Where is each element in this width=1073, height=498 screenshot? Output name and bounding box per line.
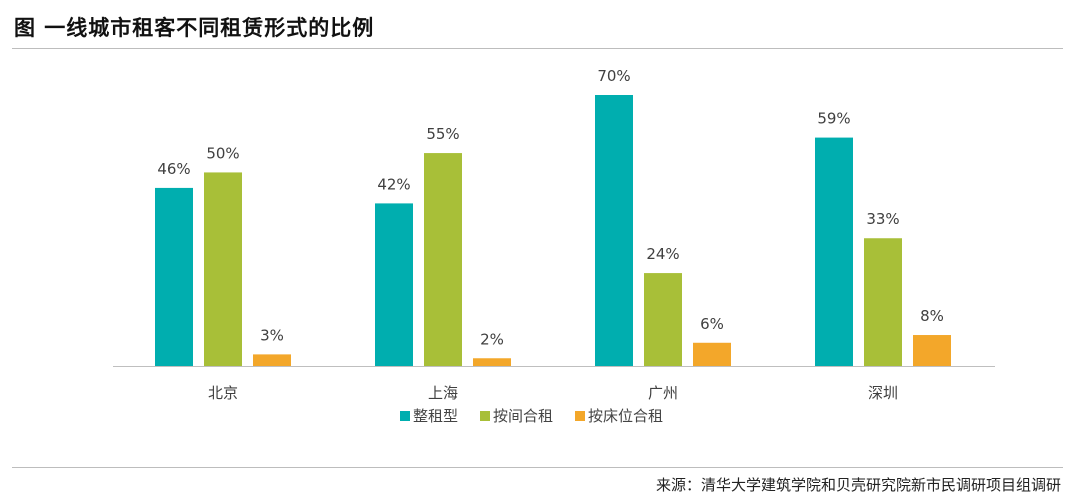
- data-label: 6%: [700, 315, 724, 333]
- legend-item: 按床位合租: [575, 405, 663, 426]
- data-label: 2%: [480, 330, 504, 348]
- bottom-divider: [12, 467, 1063, 468]
- legend-label: 整租型: [413, 407, 459, 425]
- bar: [155, 187, 193, 366]
- bar: [375, 203, 413, 366]
- source-note: 来源：清华大学建筑学院和贝壳研究院新市民调研项目组调研: [655, 476, 1061, 494]
- bar: [424, 153, 462, 366]
- data-label: 8%: [920, 307, 944, 325]
- legend-swatch: [575, 410, 586, 421]
- x-tick-label: 北京: [208, 384, 238, 400]
- chart-title: 图 一线城市租客不同租赁形式的比例: [14, 15, 375, 40]
- legend-item: 整租型: [400, 405, 458, 426]
- bar: [644, 273, 682, 366]
- bar: [473, 358, 511, 366]
- data-label: 55%: [426, 125, 459, 143]
- data-label: 46%: [157, 160, 190, 178]
- x-tick-label: 广州: [648, 384, 678, 400]
- bar: [864, 238, 902, 366]
- top-divider: [12, 48, 1063, 49]
- bar: [913, 335, 951, 366]
- data-label: 70%: [597, 67, 630, 85]
- data-label: 3%: [260, 326, 284, 344]
- legend-swatch: [480, 410, 491, 421]
- data-label: 50%: [206, 144, 239, 162]
- bar-chart: 46% 50% 3% 北京 42% 55% 2% 上海 70% 24% 6% 广州 59% 33% 8% 深圳: [113, 67, 995, 400]
- legend-swatch: [400, 410, 410, 421]
- bar: [204, 172, 242, 366]
- bar: [595, 95, 633, 366]
- data-label: 42%: [377, 175, 410, 193]
- bar: [815, 137, 853, 366]
- data-label: 59%: [817, 110, 850, 128]
- x-tick-label: 深圳: [868, 384, 898, 400]
- bar: [253, 354, 291, 366]
- data-label: 33%: [866, 210, 899, 228]
- data-label: 24%: [646, 245, 679, 263]
- legend-item: 按间合租: [480, 405, 553, 426]
- legend: 整租型 按间合租 按床位合租: [400, 405, 663, 426]
- bar: [693, 342, 731, 366]
- legend-label: 按间合租: [493, 407, 554, 425]
- legend-label: 按床位合租: [588, 407, 664, 425]
- x-tick-label: 上海: [428, 384, 458, 400]
